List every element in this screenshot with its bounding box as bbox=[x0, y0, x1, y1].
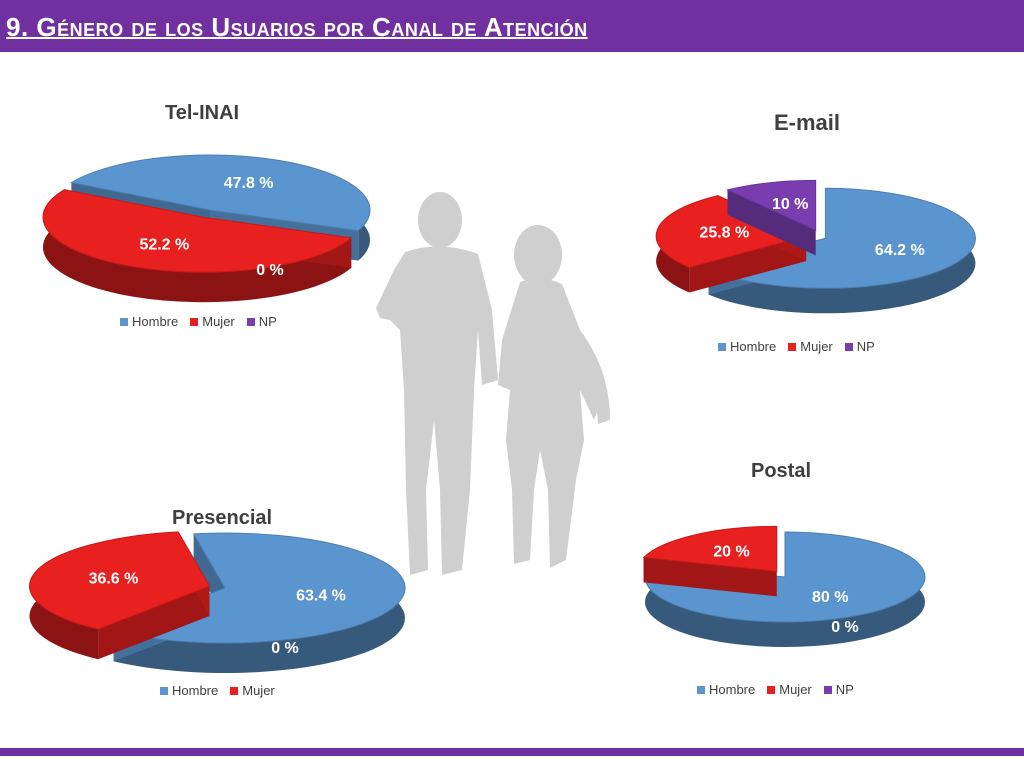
data-label-hombre: 64.2 % bbox=[875, 242, 925, 259]
chart-legend: Hombre Mujer NP bbox=[120, 314, 277, 329]
chart-legend: Hombre Mujer bbox=[160, 683, 275, 698]
data-label-mujer: 36.6 % bbox=[89, 571, 139, 588]
legend-item-hombre: Hombre bbox=[160, 683, 218, 698]
data-label-np: 0 % bbox=[831, 619, 859, 636]
chart-title: Postal bbox=[751, 460, 812, 482]
data-label-np: 0 % bbox=[271, 640, 299, 657]
pie-slice-mujer bbox=[42, 189, 353, 303]
legend-item-mujer: Mujer bbox=[767, 682, 812, 697]
legend-item-np: NP bbox=[823, 682, 854, 697]
chart-legend: Hombre Mujer NP bbox=[718, 339, 875, 354]
footer-bar bbox=[0, 748, 1024, 756]
chart-title: Tel-INAI bbox=[165, 102, 240, 124]
legend-item-np: NP bbox=[844, 339, 875, 354]
chart-title: E-mail bbox=[774, 110, 841, 135]
data-label-hombre: 63.4 % bbox=[296, 587, 346, 604]
legend-item-hombre: Hombre bbox=[718, 339, 776, 354]
legend-item-hombre: Hombre bbox=[120, 314, 178, 329]
chart-title: Presencial bbox=[172, 507, 273, 529]
pie-chart-email: 64.2 % 25.8 % 10 % bbox=[655, 179, 976, 314]
data-label-np: 0 % bbox=[256, 262, 284, 279]
page-title: 9. Género de los Usuarios por Canal de A… bbox=[6, 12, 588, 42]
legend-item-hombre: Hombre bbox=[697, 682, 755, 697]
legend-item-np: NP bbox=[246, 314, 277, 329]
pie-chart-tel-inai: 47.8 % 52.2 % 0 % bbox=[42, 154, 371, 303]
pie-chart-postal: 80 % 20 % 0 % bbox=[642, 525, 926, 647]
data-label-mujer: 25.8 % bbox=[699, 224, 749, 241]
header-bar: 9. Género de los Usuarios por Canal de A… bbox=[0, 0, 1024, 52]
data-label-hombre: 47.8 % bbox=[224, 175, 274, 192]
data-label-hombre: 80 % bbox=[812, 589, 848, 606]
data-label-mujer: 52.2 % bbox=[139, 236, 189, 253]
chart-legend: Hombre Mujer NP bbox=[697, 682, 854, 697]
couple-silhouette-image bbox=[376, 192, 610, 575]
pie-slice-mujer bbox=[642, 525, 778, 597]
pie-slice-np bbox=[725, 179, 817, 256]
pie-chart-presencial: 63.4 % 36.6 % 0 % bbox=[28, 531, 406, 673]
pie-slice-mujer bbox=[28, 531, 211, 660]
legend-item-mujer: Mujer bbox=[190, 314, 235, 329]
data-label-np: 10 % bbox=[772, 196, 808, 213]
legend-item-mujer: Mujer bbox=[788, 339, 833, 354]
legend-item-mujer: Mujer bbox=[230, 683, 275, 698]
data-label-mujer: 20 % bbox=[713, 543, 749, 560]
